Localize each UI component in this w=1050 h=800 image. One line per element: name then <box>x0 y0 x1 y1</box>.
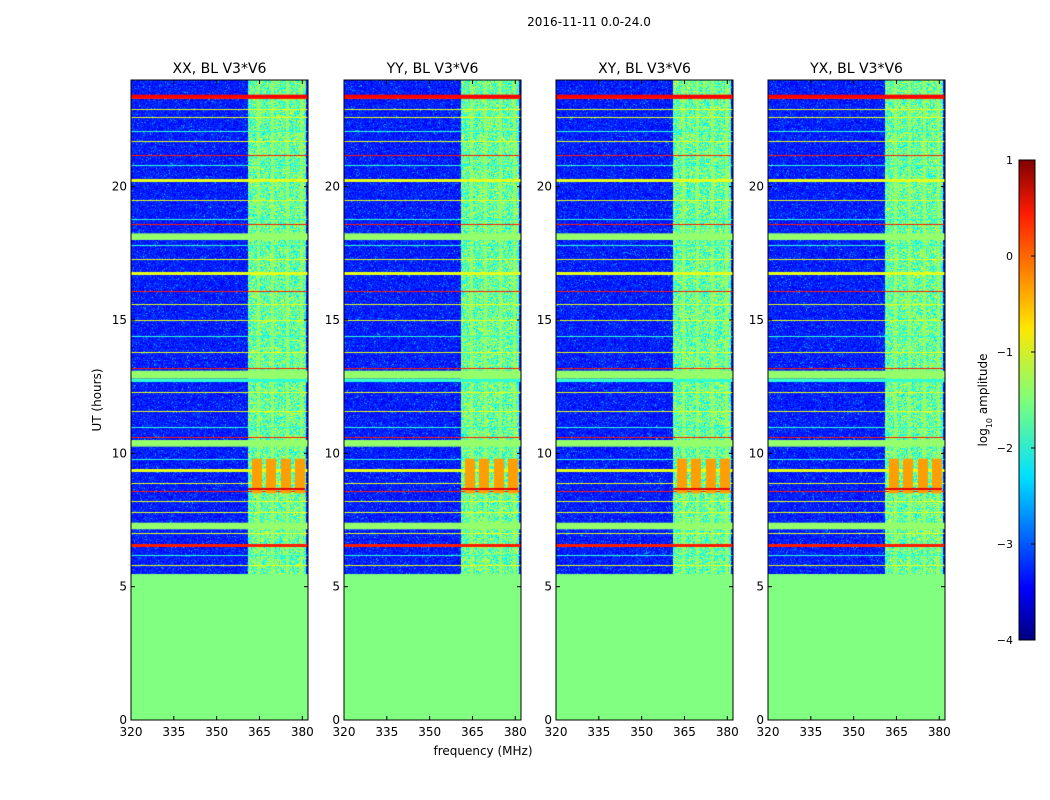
x-tick-label: 320 <box>757 725 780 739</box>
y-tick-label: 10 <box>112 446 127 460</box>
y-tick-label: 5 <box>756 580 764 594</box>
y-tick-label: 5 <box>544 580 552 594</box>
colorbar-tick-label: −2 <box>997 442 1013 455</box>
x-tick-label: 380 <box>716 725 739 739</box>
panel-title: YY, BL V3*V6 <box>386 61 479 77</box>
x-tick-label: 350 <box>630 725 653 739</box>
colorbar-tick-label: −1 <box>997 346 1013 359</box>
x-tick-label: 365 <box>673 725 696 739</box>
heatmap <box>344 80 521 720</box>
colorbar: log10 amplitude 1 0 −1 −2 −3 −4 <box>976 154 1036 647</box>
heatmap <box>556 80 733 720</box>
panel-title: XX, BL V3*V6 <box>173 61 267 77</box>
y-tick-label: 15 <box>749 313 764 327</box>
heatmap <box>768 80 945 720</box>
x-axis-label: frequency (MHz) <box>433 744 532 758</box>
x-tick-label: 350 <box>205 725 228 739</box>
colorbar-tick-label: −4 <box>997 634 1013 647</box>
panel-yy: YY, BL V3*V6 320 335 350 365 380 0 5 10 15 20 <box>325 61 527 739</box>
y-tick-label: 0 <box>756 713 764 727</box>
x-tick-label: 380 <box>291 725 314 739</box>
y-tick-label: 10 <box>325 446 340 460</box>
y-tick-label: 20 <box>112 180 127 194</box>
x-tick-label: 380 <box>928 725 951 739</box>
y-tick-label: 5 <box>332 580 340 594</box>
y-axis-label: UT (hours) <box>90 368 104 431</box>
plot-frame <box>343 79 522 721</box>
x-tick-label: 335 <box>375 725 398 739</box>
x-tick-label: 350 <box>418 725 441 739</box>
y-tick-label: 0 <box>332 713 340 727</box>
x-tick-label: 320 <box>120 725 143 739</box>
y-tick-label: 15 <box>537 313 552 327</box>
colorbar-label: log10 amplitude <box>976 354 994 447</box>
colorbar-tick-label: 0 <box>1006 250 1013 263</box>
y-tick-label: 10 <box>537 446 552 460</box>
y-tick-label: 15 <box>325 313 340 327</box>
plot-frame <box>767 79 946 721</box>
heatmap <box>131 80 308 720</box>
panel-title: YX, BL V3*V6 <box>809 61 903 77</box>
y-tick-label: 0 <box>119 713 127 727</box>
y-tick-label: 5 <box>119 580 127 594</box>
x-tick-label: 365 <box>248 725 271 739</box>
x-tick-label: 320 <box>545 725 568 739</box>
x-tick-label: 380 <box>504 725 527 739</box>
y-tick-label: 10 <box>749 446 764 460</box>
x-tick-label: 335 <box>799 725 822 739</box>
y-tick-label: 0 <box>544 713 552 727</box>
panel-xy: XY, BL V3*V6 320 335 350 365 380 0 5 10 15 20 <box>537 61 739 739</box>
panel-yx: YX, BL V3*V6 320 335 350 365 380 0 5 10 15 20 <box>749 61 951 739</box>
x-tick-label: 335 <box>587 725 610 739</box>
x-tick-label: 335 <box>162 725 185 739</box>
y-tick-label: 15 <box>112 313 127 327</box>
colorbar-gradient <box>1018 159 1036 641</box>
x-tick-label: 365 <box>461 725 484 739</box>
colorbar-tick-label: 1 <box>1006 154 1013 167</box>
plot-frame <box>555 79 734 721</box>
panel-title: XY, BL V3*V6 <box>598 61 691 77</box>
x-tick-label: 365 <box>885 725 908 739</box>
x-tick-label: 350 <box>842 725 865 739</box>
x-tick-label: 320 <box>333 725 356 739</box>
y-tick-label: 20 <box>749 180 764 194</box>
colorbar-tick-label: −3 <box>997 538 1013 551</box>
y-tick-label: 20 <box>325 180 340 194</box>
y-tick-label: 20 <box>537 180 552 194</box>
figure-title: 2016-11-11 0.0-24.0 <box>527 15 651 29</box>
panel-xx: XX, BL V3*V6 320 335 350 365 380 0 5 10 15 20 <box>112 61 314 739</box>
plot-frame <box>130 79 309 721</box>
